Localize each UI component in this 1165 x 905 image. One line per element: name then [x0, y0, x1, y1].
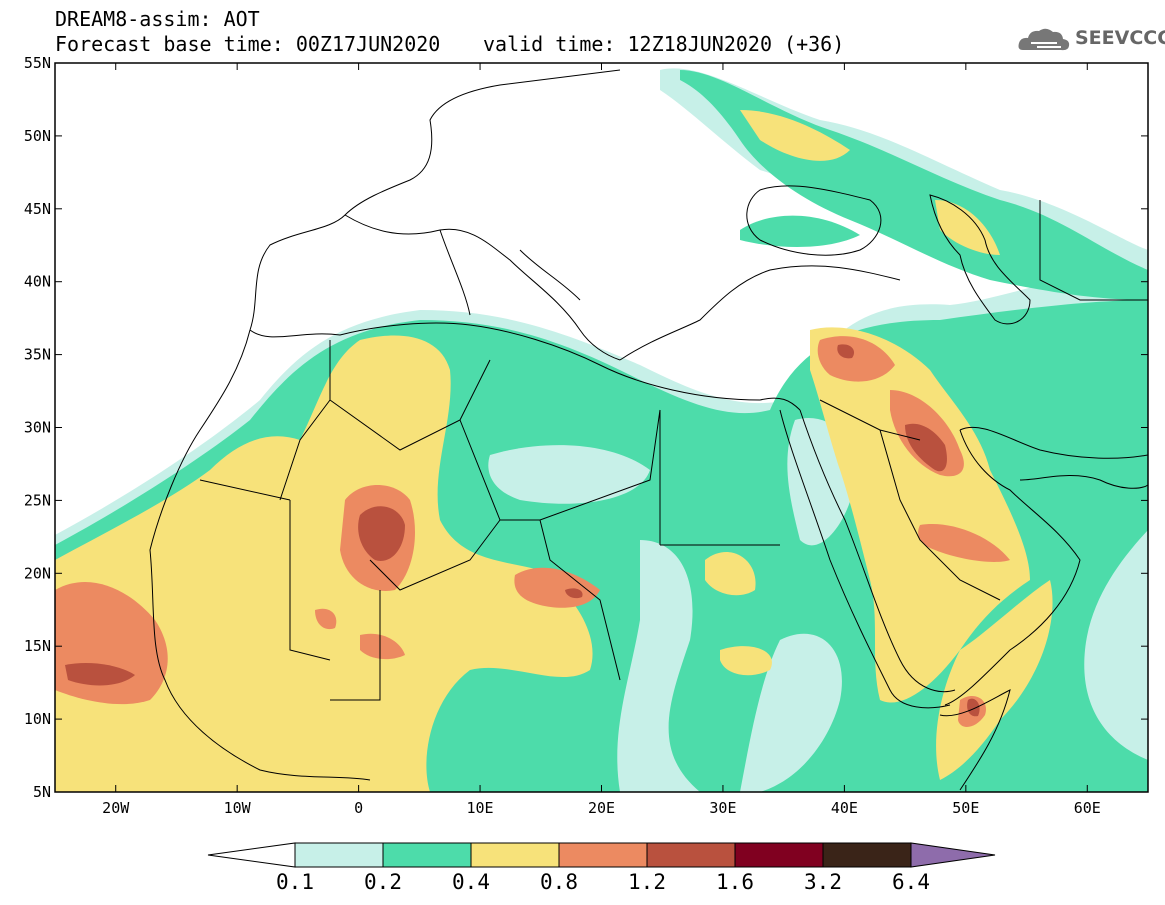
lat-tick-label: 25N: [24, 491, 51, 509]
lat-tick-label: 50N: [24, 127, 51, 145]
lon-tick-label: 50E: [952, 799, 979, 817]
logo-text: SEEVCCC: [1075, 27, 1165, 49]
lon-tick-label: 20E: [588, 799, 615, 817]
lat-tick-label: 30N: [24, 419, 51, 437]
colorbar-label: 1.6: [716, 870, 754, 894]
lat-tick-label: 15N: [24, 637, 51, 655]
lat-tick-label: 5N: [33, 783, 51, 801]
colorbar-label: 0.1: [276, 870, 314, 894]
lon-tick-label: 0: [354, 799, 363, 817]
colorbar-box: [470, 842, 560, 868]
lat-tick-label: 45N: [24, 200, 51, 218]
valid-time: valid time: 12Z18JUN2020 (+36): [483, 32, 845, 56]
colorbar-box: [646, 842, 736, 868]
model-title: DREAM8-assim: AOT: [55, 7, 260, 31]
lat-tick-label: 55N: [24, 54, 51, 72]
colorbar-under-triangle: [207, 842, 296, 868]
lon-tick-label: 10E: [467, 799, 494, 817]
colorbar-label: 0.4: [452, 870, 490, 894]
lon-tick-label: 10W: [224, 799, 252, 817]
colorbar-box: [558, 842, 648, 868]
colorbar-label: 0.2: [364, 870, 402, 894]
colorbar-label: 6.4: [892, 870, 930, 894]
colorbar-box: [734, 842, 824, 868]
colorbar-box: [382, 842, 472, 868]
colorbar-over-triangle: [910, 842, 996, 868]
lon-tick-label: 40E: [831, 799, 858, 817]
coastlines: [149, 69, 1148, 791]
colorbar-label: 0.8: [540, 870, 578, 894]
lat-tick-label: 40N: [24, 273, 51, 291]
colorbar-box: [294, 842, 384, 868]
lon-axis: 20W 10W 0 10E 20E 30E 40E 50E 60E: [102, 63, 1101, 817]
lat-tick-label: 35N: [24, 346, 51, 364]
lon-tick-label: 20W: [102, 799, 130, 817]
lon-tick-label: 60E: [1074, 799, 1101, 817]
colorbar-box: [822, 842, 912, 868]
lon-tick-label: 30E: [709, 799, 736, 817]
lat-tick-label: 10N: [24, 710, 51, 728]
forecast-base-time: Forecast base time: 00Z17JUN2020: [55, 32, 441, 56]
lat-axis: 55N 50N 45N 40N 35N 30N 25N 20N 15N 10N 5N: [24, 54, 1148, 801]
lat-tick-label: 20N: [24, 564, 51, 582]
colorbar-label: 3.2: [804, 870, 842, 894]
colorbar-label: 1.2: [628, 870, 666, 894]
cloud-logo-icon: [1018, 28, 1070, 51]
